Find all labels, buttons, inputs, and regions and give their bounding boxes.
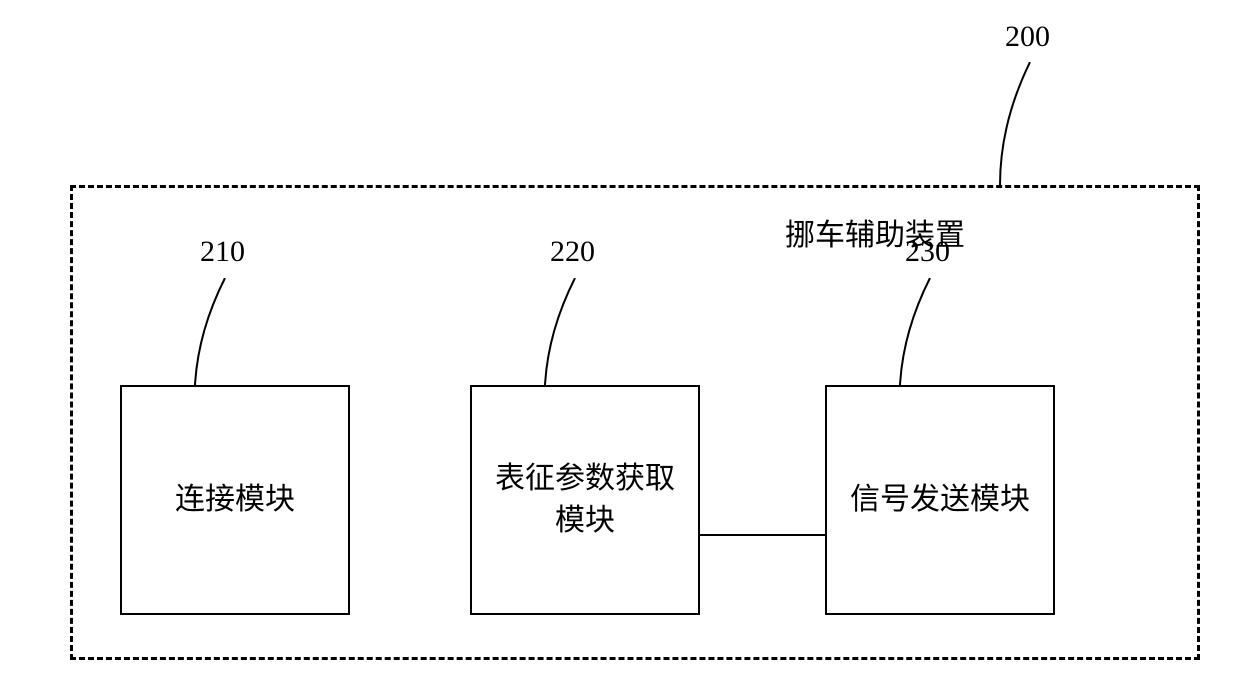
- container-lead-line: [980, 62, 1050, 185]
- connector-220-230: [700, 534, 825, 536]
- module-box-220: 表征参数获取 模块: [470, 385, 700, 615]
- module-box-230: 信号发送模块: [825, 385, 1055, 615]
- module-lead-line-220: [525, 278, 595, 385]
- module-lead-line-210: [175, 278, 245, 385]
- module-text-230: 信号发送模块: [850, 479, 1030, 521]
- module-text-210: 连接模块: [175, 479, 295, 521]
- module-box-210: 连接模块: [120, 385, 350, 615]
- module-text-220: 表征参数获取 模块: [495, 458, 675, 542]
- module-lead-line-230: [880, 278, 950, 385]
- module-label-220: 220: [550, 235, 595, 269]
- module-label-210: 210: [200, 235, 245, 269]
- module-label-230: 230: [905, 235, 950, 269]
- container-label: 200: [1005, 20, 1050, 54]
